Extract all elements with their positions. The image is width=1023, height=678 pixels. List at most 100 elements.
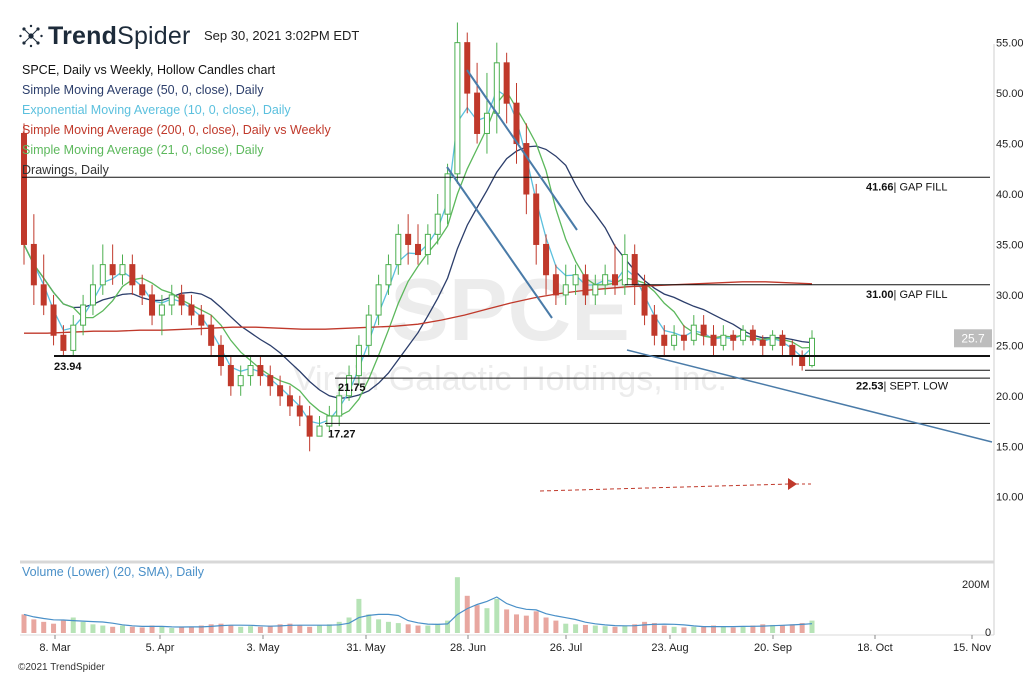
legend-item-sma200[interactable]: Simple Moving Average (200, 0, close), D…	[22, 123, 331, 137]
candle-body	[671, 334, 678, 346]
volume-bar	[110, 626, 116, 633]
candle-body	[740, 329, 747, 341]
candle-body	[454, 42, 461, 175]
candle-body	[680, 334, 687, 341]
watermark-ticker: SPCE	[390, 260, 630, 359]
volume-bar	[642, 621, 648, 633]
volume-bar	[494, 598, 500, 633]
volume-bar	[31, 619, 37, 633]
volume-bar	[277, 624, 283, 633]
volume-bar	[445, 620, 451, 633]
volume-bar	[523, 615, 529, 633]
candle-body	[749, 329, 756, 341]
volume-bar	[248, 626, 254, 633]
volume-bar	[543, 617, 549, 633]
candle-body	[710, 334, 717, 346]
volume-bars	[21, 577, 815, 633]
candle-body	[365, 314, 372, 346]
timestamp: Sep 30, 2021 3:02PM EDT	[204, 28, 360, 43]
volume-bar	[553, 620, 559, 633]
legend-item-ema10[interactable]: Exponential Moving Average (10, 0, close…	[22, 103, 291, 117]
y-tick-label: 40.00	[996, 189, 1023, 201]
candle-body	[602, 274, 609, 286]
x-tick-label: 18. Oct	[857, 642, 892, 654]
volume-bar	[129, 626, 135, 633]
volume-bar	[60, 620, 66, 633]
volume-bar	[435, 623, 441, 633]
projection-arrow-head	[788, 478, 797, 490]
legend-item-sma21[interactable]: Simple Moving Average (21, 0, close), Da…	[22, 143, 264, 157]
projection-arrow-line	[539, 483, 791, 492]
volume-bar	[661, 625, 667, 633]
volume-bar	[730, 627, 736, 633]
volume-bar	[139, 627, 145, 633]
copyright: ©2021 TrendSpider	[18, 662, 105, 673]
volume-bar	[573, 624, 579, 633]
candle-body	[621, 254, 628, 286]
last-price-label: 25.7	[961, 331, 985, 345]
volume-bar	[179, 627, 185, 633]
y-tick-label: 35.00	[996, 239, 1023, 251]
volume-bar	[346, 617, 352, 633]
volume-bar	[740, 626, 746, 633]
volume-bar	[228, 625, 234, 633]
candle-body	[375, 284, 382, 316]
candle-body	[641, 284, 648, 316]
volume-tick-label: 0	[985, 627, 991, 639]
downtrend-channel-upper	[466, 69, 578, 231]
x-tick-label: 5. Apr	[146, 642, 175, 654]
candle-body	[405, 233, 412, 245]
brand-name[interactable]: TrendSpider	[48, 22, 191, 50]
legend-item-drawings[interactable]: Drawings, Daily	[22, 163, 109, 177]
candle-body	[582, 274, 589, 296]
candle-body	[139, 284, 146, 296]
candles	[21, 22, 815, 452]
candle-body	[493, 62, 500, 114]
volume-bar	[238, 626, 244, 633]
candle-body	[247, 365, 254, 377]
legend-item-sma50[interactable]: Simple Moving Average (50, 0, close), Da…	[22, 83, 264, 97]
y-tick-label: 20.00	[996, 391, 1023, 403]
candle-body	[198, 314, 205, 326]
volume-bar	[317, 625, 322, 633]
y-tick-label: 30.00	[996, 290, 1023, 302]
y-tick-label: 55.00	[996, 38, 1023, 50]
x-tick-label: 15. Nov	[953, 642, 991, 654]
candle-body	[809, 337, 815, 367]
volume-bar	[809, 620, 815, 633]
volume-bar	[395, 623, 401, 633]
candle-body	[326, 415, 333, 427]
volume-tick-label: 200M	[962, 579, 990, 591]
candle-body	[474, 92, 481, 134]
candle-body	[286, 395, 293, 407]
candle-body	[119, 264, 126, 276]
candle-body	[395, 233, 402, 266]
candle-body	[513, 102, 520, 145]
volume-legend[interactable]: Volume (Lower) (20, SMA), Daily	[22, 565, 205, 579]
volume-bar	[90, 624, 96, 633]
candle-body	[523, 143, 530, 195]
candle-body	[257, 365, 264, 377]
volume-bar	[415, 625, 421, 633]
candle-body	[779, 334, 786, 346]
candle-body	[227, 365, 234, 387]
volume-bar	[691, 626, 697, 633]
drawings: 41.66| GAP FILL 31.00| GAP FILL 23.94 21.75…	[22, 69, 993, 492]
volume-bar	[208, 624, 214, 633]
volume-bar	[376, 619, 382, 633]
volume-bar	[425, 625, 431, 633]
candle-body	[562, 284, 569, 296]
volume-bar	[474, 605, 480, 633]
candle-body	[769, 334, 776, 346]
volume-bar	[198, 625, 204, 633]
level-label-gap-fill-31: 31.00| GAP FILL	[866, 289, 948, 301]
candle-body	[434, 213, 441, 235]
candle-body	[424, 233, 431, 256]
volume-bar	[41, 621, 47, 633]
candle-body	[149, 294, 156, 316]
candle-body	[99, 264, 106, 286]
volume-bar	[582, 624, 588, 633]
volume-bar	[651, 623, 657, 633]
candle-body	[483, 112, 490, 134]
